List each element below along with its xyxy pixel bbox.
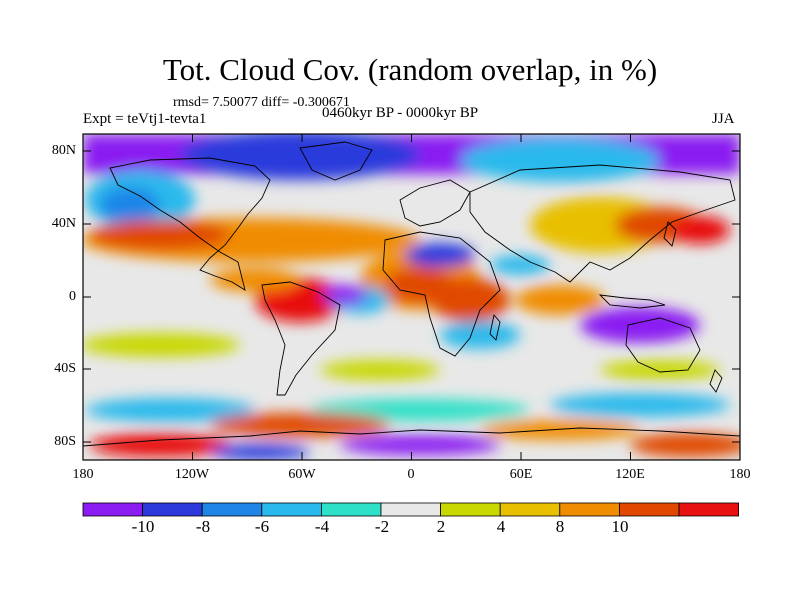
lat-label-40s: 40S: [54, 361, 76, 376]
colorbar-label: 8: [555, 517, 565, 536]
colorbar-swatch: [261, 502, 322, 517]
colorbar-swatch: [440, 502, 501, 517]
colorbar-label: -6: [254, 517, 270, 536]
colorbar-swatch: [559, 502, 620, 517]
coastlines: [83, 141, 740, 447]
lon-label-180e: 180: [729, 467, 751, 482]
colorbar-label: -4: [314, 517, 330, 536]
experiment-label: Expt = teVtj1-tevta1: [83, 111, 207, 127]
colorbar-label: -2: [374, 517, 390, 536]
period-label: 0460kyr BP - 0000kyr BP: [322, 105, 479, 121]
colorbar-swatch: [499, 502, 561, 517]
colorbar-swatch: [142, 502, 203, 517]
lat-label-0: 0: [69, 289, 76, 304]
colorbar-label: 2: [436, 517, 446, 536]
lat-label-80n: 80N: [51, 143, 76, 158]
lat-label-80s: 80S: [54, 434, 76, 449]
colorbar-label: 10: [611, 517, 629, 536]
colorbar-swatch: [619, 502, 680, 517]
stats-label: rmsd= 7.50077 diff= -0.300671: [173, 95, 350, 110]
lon-label-120w: 120W: [174, 467, 210, 482]
lon-label-120e: 120E: [615, 467, 645, 482]
colorbar-swatch: [201, 502, 263, 517]
lon-label-60e: 60E: [509, 467, 533, 482]
colorbar-swatch: [380, 502, 441, 517]
lon-label-60w: 60W: [288, 467, 316, 482]
lat-label-40n: 40N: [51, 216, 76, 231]
lon-tick-marks: [192, 134, 631, 460]
lat-tick-marks: [83, 150, 740, 443]
season-label: JJA: [712, 111, 735, 127]
colorbar-label: -10: [131, 517, 155, 536]
colorbar-label: -8: [195, 517, 211, 536]
anomaly-field: [83, 134, 740, 460]
colorbar-swatch: [678, 502, 739, 517]
colorbar: [82, 502, 739, 517]
map-title: Tot. Cloud Cov. (random overlap, in %): [162, 52, 658, 87]
colorbar-swatch: [320, 502, 382, 517]
lon-label-180w: 180: [72, 467, 94, 482]
lon-label-0: 0: [407, 467, 415, 482]
colorbar-label: 4: [496, 517, 506, 536]
colorbar-swatch: [82, 502, 143, 517]
